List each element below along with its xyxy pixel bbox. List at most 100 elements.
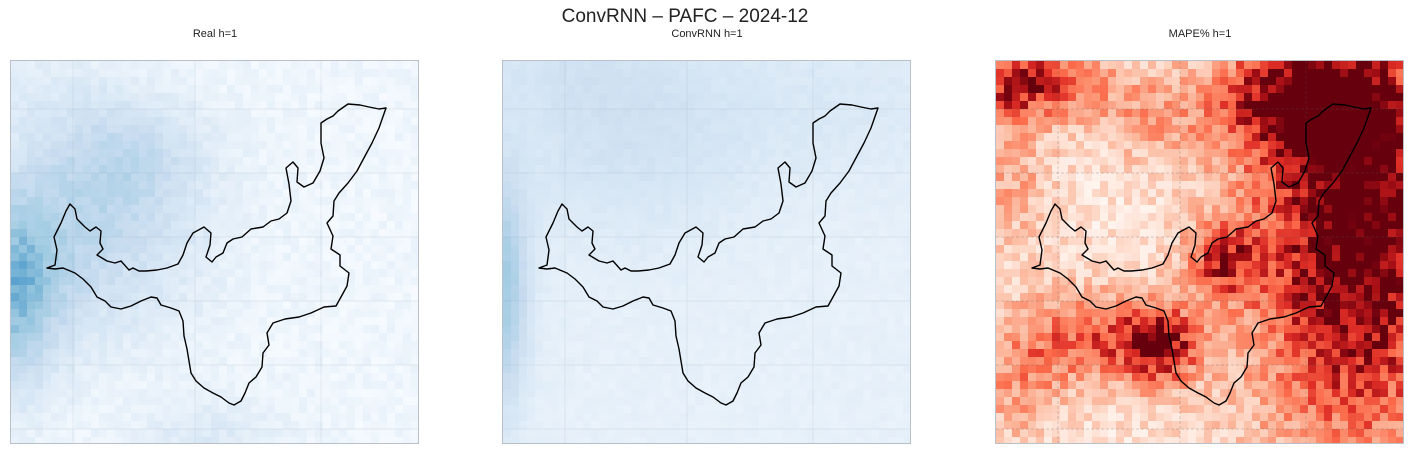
heatmap-cell: [543, 125, 552, 134]
heatmap-cell: [163, 285, 172, 294]
heatmap-cell: [895, 133, 904, 142]
heatmap-cell: [567, 133, 576, 142]
heatmap-cell: [299, 333, 308, 342]
heatmap-cell: [751, 421, 760, 430]
heatmap-cell: [783, 421, 792, 430]
heatmap-cell: [139, 149, 148, 158]
heatmap-cell: [519, 277, 528, 286]
heatmap-cell: [735, 365, 744, 374]
heatmap-cell: [687, 437, 696, 443]
heatmap-cell: [503, 181, 512, 190]
heatmap-cell: [615, 293, 624, 302]
heatmap-cell: [671, 349, 680, 358]
heatmap-cell: [639, 101, 648, 110]
heatmap-cell: [583, 357, 592, 366]
heatmap-cell: [503, 245, 512, 254]
heatmap-cell: [519, 125, 528, 134]
heatmap-cell: [355, 221, 364, 230]
heatmap-cell: [591, 309, 600, 318]
heatmap-cell: [371, 301, 380, 310]
heatmap-cell: [35, 277, 44, 286]
heatmap-cell: [719, 437, 728, 443]
heatmap-cell: [551, 229, 560, 238]
heatmap-cell: [607, 101, 616, 110]
heatmap-cell: [187, 61, 196, 70]
heatmap-cell: [703, 237, 712, 246]
heatmap-cell: [155, 389, 164, 398]
heatmap-cell: [59, 61, 68, 70]
heatmap-cell: [639, 85, 648, 94]
heatmap-cell: [535, 133, 544, 142]
heatmap-cell: [823, 421, 832, 430]
heatmap-cell: [99, 381, 108, 390]
heatmap-cell: [743, 253, 752, 262]
heatmap-cell: [315, 77, 324, 86]
heatmap-cell: [543, 437, 552, 443]
heatmap-cell: [347, 133, 356, 142]
heatmap-cell: [203, 221, 212, 230]
heatmap-cell: [823, 213, 832, 222]
heatmap-cell: [91, 229, 100, 238]
heatmap-cell: [671, 261, 680, 270]
heatmap-cell: [403, 309, 412, 318]
heatmap-cell: [323, 349, 332, 358]
heatmap-cell: [107, 93, 116, 102]
heatmap-cell: [99, 341, 108, 350]
heatmap-cell: [235, 429, 244, 438]
heatmap-cell: [235, 117, 244, 126]
heatmap-cell: [363, 389, 372, 398]
heatmap-cell: [251, 293, 260, 302]
heatmap-cell: [243, 285, 252, 294]
heatmap-cell: [243, 413, 252, 422]
heatmap-cell: [379, 421, 388, 430]
heatmap-cell: [91, 117, 100, 126]
heatmap-cell: [647, 205, 656, 214]
heatmap-cell: [799, 365, 808, 374]
heatmap-cell: [371, 245, 380, 254]
heatmap-cell: [815, 133, 824, 142]
heatmap-cell: [219, 285, 228, 294]
heatmap-cell: [679, 341, 688, 350]
heatmap-cell: [719, 61, 728, 70]
heatmap-cell: [759, 333, 768, 342]
heatmap-cell: [567, 381, 576, 390]
heatmap-cell: [847, 133, 856, 142]
heatmap-cell: [147, 397, 156, 406]
heatmap-cell: [767, 149, 776, 158]
heatmap-cell: [855, 405, 864, 414]
heatmap-cell: [203, 301, 212, 310]
heatmap-cell: [67, 309, 76, 318]
heatmap-cell: [227, 149, 236, 158]
heatmap-cell: [275, 221, 284, 230]
heatmap-cell: [727, 189, 736, 198]
heatmap-cell: [403, 261, 412, 270]
heatmap-cell: [91, 149, 100, 158]
heatmap-cell: [379, 69, 388, 78]
heatmap-cell: [139, 269, 148, 278]
heatmap-cell: [775, 85, 784, 94]
heatmap-cell: [647, 157, 656, 166]
heatmap-cell: [11, 197, 20, 206]
heatmap-cell: [147, 93, 156, 102]
heatmap-cell: [767, 349, 776, 358]
heatmap-cell: [647, 245, 656, 254]
heatmap-cell: [211, 221, 220, 230]
heatmap-cell: [855, 221, 864, 230]
heatmap-cell: [503, 325, 512, 334]
heatmap-cell: [219, 133, 228, 142]
heatmap-cell: [815, 69, 824, 78]
heatmap-cell: [727, 317, 736, 326]
heatmap-cell: [839, 373, 848, 382]
heatmap-cell: [807, 325, 816, 334]
heatmap-cell: [607, 189, 616, 198]
heatmap-cell: [35, 261, 44, 270]
heatmap-cell: [655, 77, 664, 86]
heatmap-cell: [139, 365, 148, 374]
heatmap-cell: [831, 141, 840, 150]
heatmap-cell: [67, 157, 76, 166]
heatmap-cell: [623, 245, 632, 254]
heatmap-cell: [751, 165, 760, 174]
heatmap-cell: [775, 157, 784, 166]
heatmap-cell: [67, 357, 76, 366]
heatmap-cell: [355, 181, 364, 190]
